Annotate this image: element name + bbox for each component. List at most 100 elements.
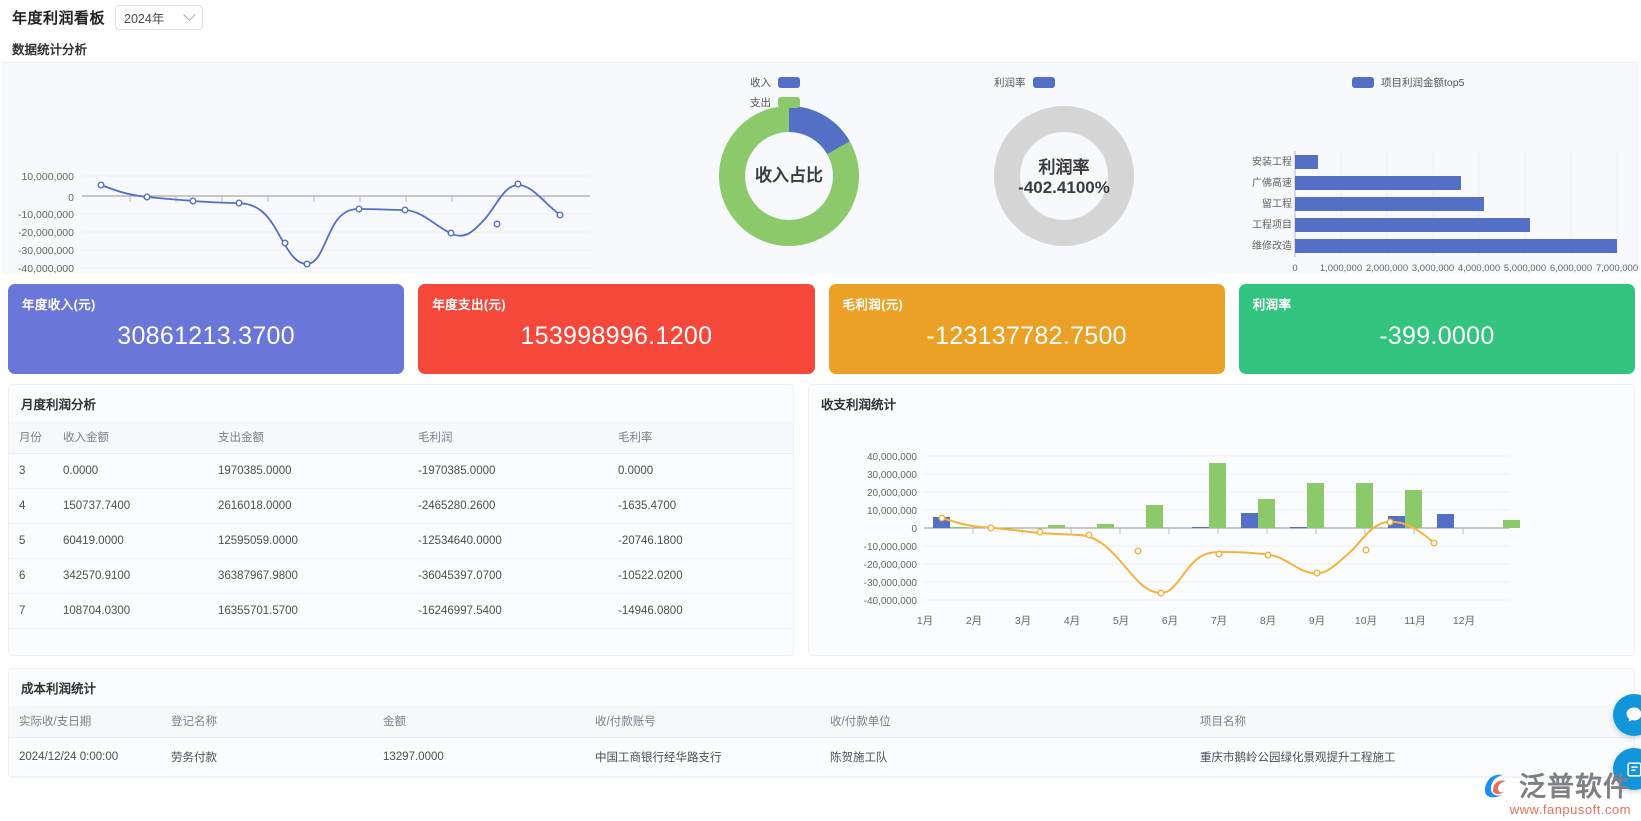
combo-chart-svg: 40,000,000 30,000,000 20,000,000 10,000,… bbox=[864, 452, 1520, 627]
kpi-label: 年度收入(元) bbox=[22, 298, 96, 312]
chat-fab[interactable] bbox=[1613, 694, 1641, 736]
table-row[interactable]: 2024/12/24 0:00:00 劳务付款 13297.0000 中国工商银… bbox=[9, 737, 1634, 777]
donut-center-text: 收入占比 bbox=[755, 166, 823, 185]
column-header[interactable]: 项目名称 bbox=[1190, 705, 1634, 738]
donut-legend: 收入 支出 bbox=[750, 75, 800, 110]
column-header[interactable]: 登记名称 bbox=[161, 705, 373, 738]
y-tick: -40,000,000 bbox=[864, 596, 918, 607]
y-tick: 10,000,000 bbox=[867, 506, 917, 517]
bar-segment bbox=[1295, 239, 1617, 253]
cell-gross-margin: 0.0000 bbox=[608, 453, 793, 489]
donut-svg bbox=[719, 106, 859, 246]
column-header[interactable]: 毛利率 bbox=[608, 421, 793, 454]
kpi-label: 毛利润(元) bbox=[842, 298, 904, 312]
legend-label: 项目利润金额top5 bbox=[1381, 77, 1465, 89]
watermark-url: www.fanpusoft.com bbox=[1509, 802, 1631, 817]
kpi-card-profit-rate[interactable]: 利润率 -399.0000 bbox=[1238, 284, 1635, 374]
kpi-value: 153998996.1200 bbox=[520, 322, 713, 350]
monthly-profit-line-chart: 10,000,000 0 -10,000,000 -20,000,000 -30… bbox=[2, 63, 622, 290]
cell-month: 5 bbox=[9, 523, 53, 559]
page-header: 年度利润看板 2024年 bbox=[0, 0, 1641, 34]
table-header-row: 月份 收入金额 支出金额 毛利润 毛利率 bbox=[9, 421, 793, 454]
table-row[interactable]: 3 0.0000 1970385.0000 -1970385.0000 0.00… bbox=[9, 453, 793, 489]
y-tick: -40,000,000 bbox=[18, 263, 74, 275]
cell-date: 2024/12/24 0:00:00 bbox=[9, 737, 161, 777]
x-tick: 6,000,000 bbox=[1550, 263, 1592, 274]
table-row[interactable]: 4 150737.7400 2616018.0000 -2465280.2600… bbox=[9, 488, 793, 524]
cell-expense: 1970385.0000 bbox=[208, 453, 408, 489]
x-tick: 12月 bbox=[1453, 615, 1475, 627]
kpi-card-annual-expense[interactable]: 年度支出(元) 153998996.1200 bbox=[418, 284, 815, 374]
cell-expense: 2616018.0000 bbox=[208, 488, 408, 524]
cost-profit-panel: 成本利润统计 实际收/支日期 登记名称 金额 收/付款账号 收/付款单位 项目名… bbox=[8, 668, 1635, 778]
y-tick: -10,000,000 bbox=[18, 209, 74, 221]
table-row[interactable]: 6 342570.9100 36387967.9800 -36045397.07… bbox=[9, 558, 793, 594]
combo-income-bars bbox=[933, 513, 1454, 529]
legend-swatch-top5 bbox=[1352, 77, 1374, 88]
bar-segment bbox=[1209, 463, 1226, 528]
cell-gross-profit: -12534640.0000 bbox=[408, 523, 608, 559]
stats-section-title: 数据统计分析 bbox=[0, 34, 1641, 62]
kpi-value: -399.0000 bbox=[1379, 322, 1495, 350]
x-tick: 11月 bbox=[1404, 615, 1425, 627]
cost-profit-table: 实际收/支日期 登记名称 金额 收/付款账号 收/付款单位 项目名称 2024/… bbox=[9, 705, 1634, 777]
x-tick: 1月 bbox=[917, 615, 933, 627]
table-row[interactable]: 7 108704.0300 16355701.5700 -16246997.54… bbox=[9, 593, 793, 629]
gauge-center-title: 利润率 bbox=[1038, 158, 1090, 177]
bar-category-label: 留工程 bbox=[1262, 197, 1292, 210]
bar-category-label: 维修改造 bbox=[1252, 239, 1292, 252]
x-tick: 5,000,000 bbox=[1504, 263, 1546, 274]
cell-gross-margin: -20746.1800 bbox=[608, 523, 793, 559]
bar-category-label: 广佛高速 bbox=[1252, 176, 1292, 189]
combo-panel-title: 收支利润统计 bbox=[821, 398, 897, 412]
bar-segment bbox=[1146, 505, 1163, 528]
cell-income: 0.0000 bbox=[53, 453, 208, 489]
x-tick: 3,000,000 bbox=[1412, 263, 1454, 274]
profit-rate-gauge-chart: 利润率 利润率 -402.4100% bbox=[942, 63, 1232, 275]
x-tick: 7,000,000 bbox=[1596, 263, 1638, 274]
column-header[interactable]: 收入金额 bbox=[53, 421, 208, 454]
bar-segment bbox=[1503, 520, 1520, 528]
column-header[interactable]: 实际收/支日期 bbox=[9, 705, 161, 738]
cell-account: 中国工商银行经华路支行 bbox=[585, 737, 820, 777]
column-header[interactable]: 收/付款账号 bbox=[585, 705, 820, 738]
top5-project-profit-chart: 项目利润金额top5 安装工程 广佛高速 留工程 工程项目 维修改造 bbox=[1232, 63, 1639, 275]
legend-swatch-income bbox=[778, 77, 800, 88]
legend-item-top5[interactable]: 项目利润金额top5 bbox=[1352, 75, 1464, 90]
x-tick: 4月 bbox=[1064, 615, 1080, 627]
gauge-svg bbox=[994, 106, 1134, 246]
top5-bars bbox=[1295, 155, 1617, 253]
x-tick: 4,000,000 bbox=[1458, 263, 1500, 274]
table-row[interactable]: 5 60419.0000 12595059.0000 -12534640.000… bbox=[9, 523, 793, 559]
x-tick: 7月 bbox=[1211, 615, 1227, 627]
income-ratio-donut-chart: 收入 支出 收入占比 bbox=[622, 63, 942, 275]
bar-segment bbox=[1192, 527, 1209, 528]
column-header[interactable]: 月份 bbox=[9, 421, 53, 454]
table-header-row: 实际收/支日期 登记名称 金额 收/付款账号 收/付款单位 项目名称 bbox=[9, 705, 1634, 738]
legend-item-profit-rate[interactable]: 利润率 bbox=[994, 75, 1055, 90]
bar-segment bbox=[1295, 197, 1484, 211]
cell-gross-profit: -2465280.2600 bbox=[408, 488, 608, 524]
column-header[interactable]: 收/付款单位 bbox=[820, 705, 1190, 738]
column-header[interactable]: 支出金额 bbox=[208, 421, 408, 454]
legend-item-expense[interactable]: 支出 bbox=[750, 95, 800, 110]
kpi-card-annual-income[interactable]: 年度收入(元) 30861213.3700 bbox=[8, 284, 405, 374]
top5-bar-svg: 安装工程 广佛高速 留工程 工程项目 维修改造 bbox=[1252, 151, 1638, 274]
message-fab[interactable] bbox=[1613, 748, 1641, 790]
gauge-center-label: 利润率 -402.4100% bbox=[984, 158, 1144, 197]
legend-item-income[interactable]: 收入 bbox=[750, 75, 800, 90]
column-header[interactable]: 毛利润 bbox=[408, 421, 608, 454]
column-header[interactable]: 金额 bbox=[373, 705, 585, 738]
cell-income: 108704.0300 bbox=[53, 593, 208, 629]
donut-center-label: 收入占比 bbox=[709, 166, 869, 186]
line-series-path bbox=[100, 184, 561, 265]
gauge-center-value: -402.4100% bbox=[1018, 177, 1110, 197]
year-select-value: 2024年 bbox=[124, 11, 165, 26]
bar-segment bbox=[1307, 483, 1324, 528]
kpi-cards-row: 年度收入(元) 30861213.3700 年度支出(元) 153998996.… bbox=[0, 274, 1641, 384]
kpi-card-gross-profit[interactable]: 毛利润(元) -123137782.7500 bbox=[828, 284, 1225, 374]
bar-segment bbox=[1290, 527, 1307, 529]
cell-income: 60419.0000 bbox=[53, 523, 208, 559]
year-select[interactable]: 2024年 bbox=[115, 4, 204, 30]
